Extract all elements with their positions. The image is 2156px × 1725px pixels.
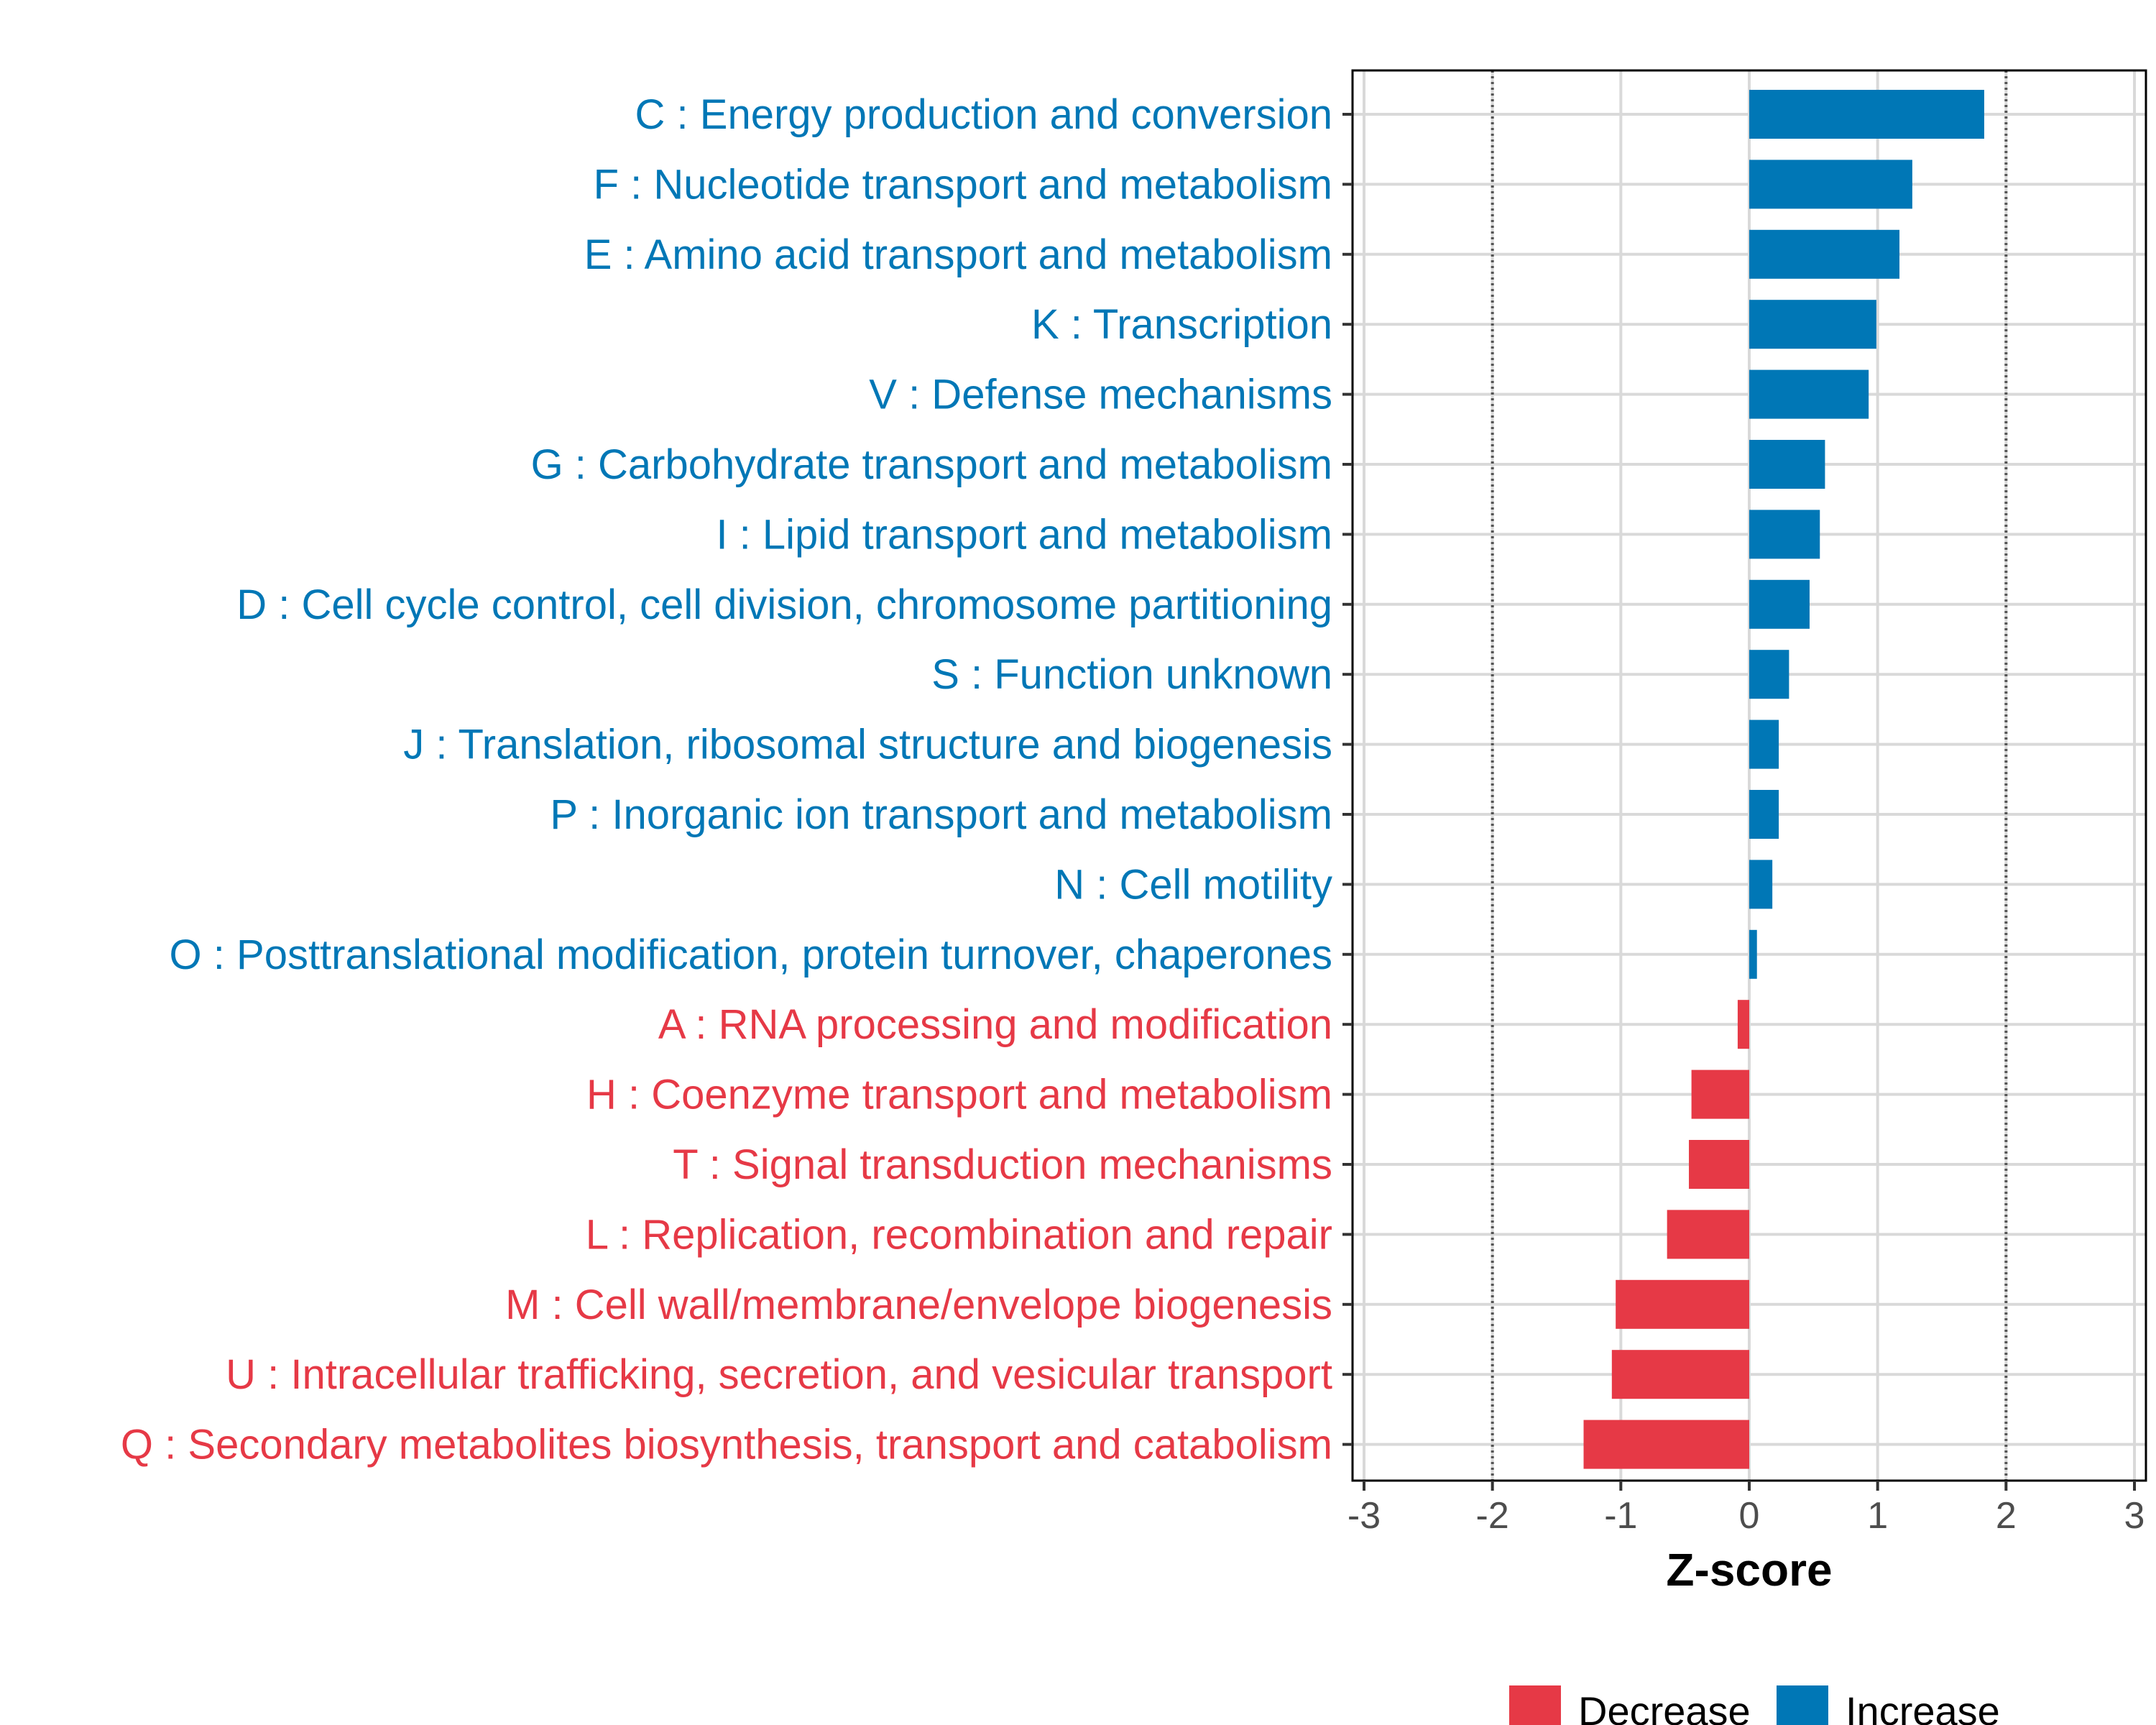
x-tick-label: -2 xyxy=(1476,1495,1509,1537)
category-label: I : Lipid transport and metabolism xyxy=(716,511,1332,558)
bar-n xyxy=(1749,860,1773,909)
x-tick-label: 3 xyxy=(2124,1495,2145,1537)
x-tick-label: -1 xyxy=(1604,1495,1637,1537)
bar-j xyxy=(1749,719,1779,769)
bar-g xyxy=(1749,440,1825,489)
x-tick-label: -3 xyxy=(1348,1495,1381,1537)
bar-d xyxy=(1749,579,1810,629)
bar-e xyxy=(1749,229,1900,279)
bar-h xyxy=(1691,1070,1749,1119)
category-label: E : Amino acid transport and metabolism xyxy=(584,231,1332,278)
category-label: M : Cell wall/membrane/envelope biogenes… xyxy=(505,1282,1332,1328)
legend-key-increase xyxy=(1777,1685,1828,1725)
bar-v xyxy=(1749,369,1869,419)
x-tick-label: 1 xyxy=(1867,1495,1888,1537)
category-label: T : Signal transduction mechanisms xyxy=(673,1141,1332,1188)
x-tick-label: 0 xyxy=(1739,1495,1760,1537)
bar-t xyxy=(1689,1140,1749,1189)
bar-s xyxy=(1749,650,1789,699)
category-label: U : Intracellular trafficking, secretion… xyxy=(226,1351,1332,1398)
category-label: O : Posttranslational modification, prot… xyxy=(170,932,1332,978)
category-label: D : Cell cycle control, cell division, c… xyxy=(236,581,1332,628)
category-label: V : Defense mechanisms xyxy=(869,372,1332,418)
bar-k xyxy=(1749,300,1876,349)
x-tick-label: 2 xyxy=(1996,1495,2017,1537)
bars xyxy=(1583,90,1984,1469)
legend-label-decrease: Decrease xyxy=(1578,1688,1751,1725)
bar-p xyxy=(1749,790,1779,839)
category-label: Q : Secondary metabolites biosynthesis, … xyxy=(121,1422,1332,1468)
bar-i xyxy=(1749,510,1820,559)
x-axis: -3 -2 -1 0 1 2 3 xyxy=(1348,1481,2145,1537)
category-label: G : Carbohydrate transport and metabolis… xyxy=(531,441,1332,488)
legend-label-increase: Increase xyxy=(1846,1688,2000,1725)
y-axis: C : Energy production and conversion F : … xyxy=(121,91,1353,1468)
bar-q xyxy=(1583,1420,1749,1469)
category-label: K : Transcription xyxy=(1031,301,1332,348)
bar-m xyxy=(1616,1279,1749,1329)
category-label: H : Coenzyme transport and metabolism xyxy=(586,1072,1332,1118)
grid xyxy=(1353,70,2146,1481)
category-label: A : RNA processing and modification xyxy=(658,1001,1332,1048)
bar-u xyxy=(1611,1350,1749,1399)
bar-o xyxy=(1749,929,1757,979)
category-label: P : Inorganic ion transport and metaboli… xyxy=(550,791,1332,838)
legend: Decrease Increase xyxy=(1509,1685,2000,1725)
category-label: S : Function unknown xyxy=(931,651,1332,698)
bar-l xyxy=(1667,1210,1749,1259)
bar-a xyxy=(1737,1000,1749,1049)
category-label: J : Translation, ribosomal structure and… xyxy=(403,722,1332,768)
category-label: C : Energy production and conversion xyxy=(635,91,1332,138)
x-axis-title: Z-score xyxy=(1666,1544,1832,1596)
category-label: L : Replication, recombination and repai… xyxy=(586,1211,1332,1258)
category-label: F : Nucleotide transport and metabolism xyxy=(594,161,1332,208)
bar-f xyxy=(1749,160,1912,209)
category-label: N : Cell motility xyxy=(1054,861,1332,908)
legend-key-decrease xyxy=(1509,1685,1561,1725)
bar-c xyxy=(1749,90,1984,139)
